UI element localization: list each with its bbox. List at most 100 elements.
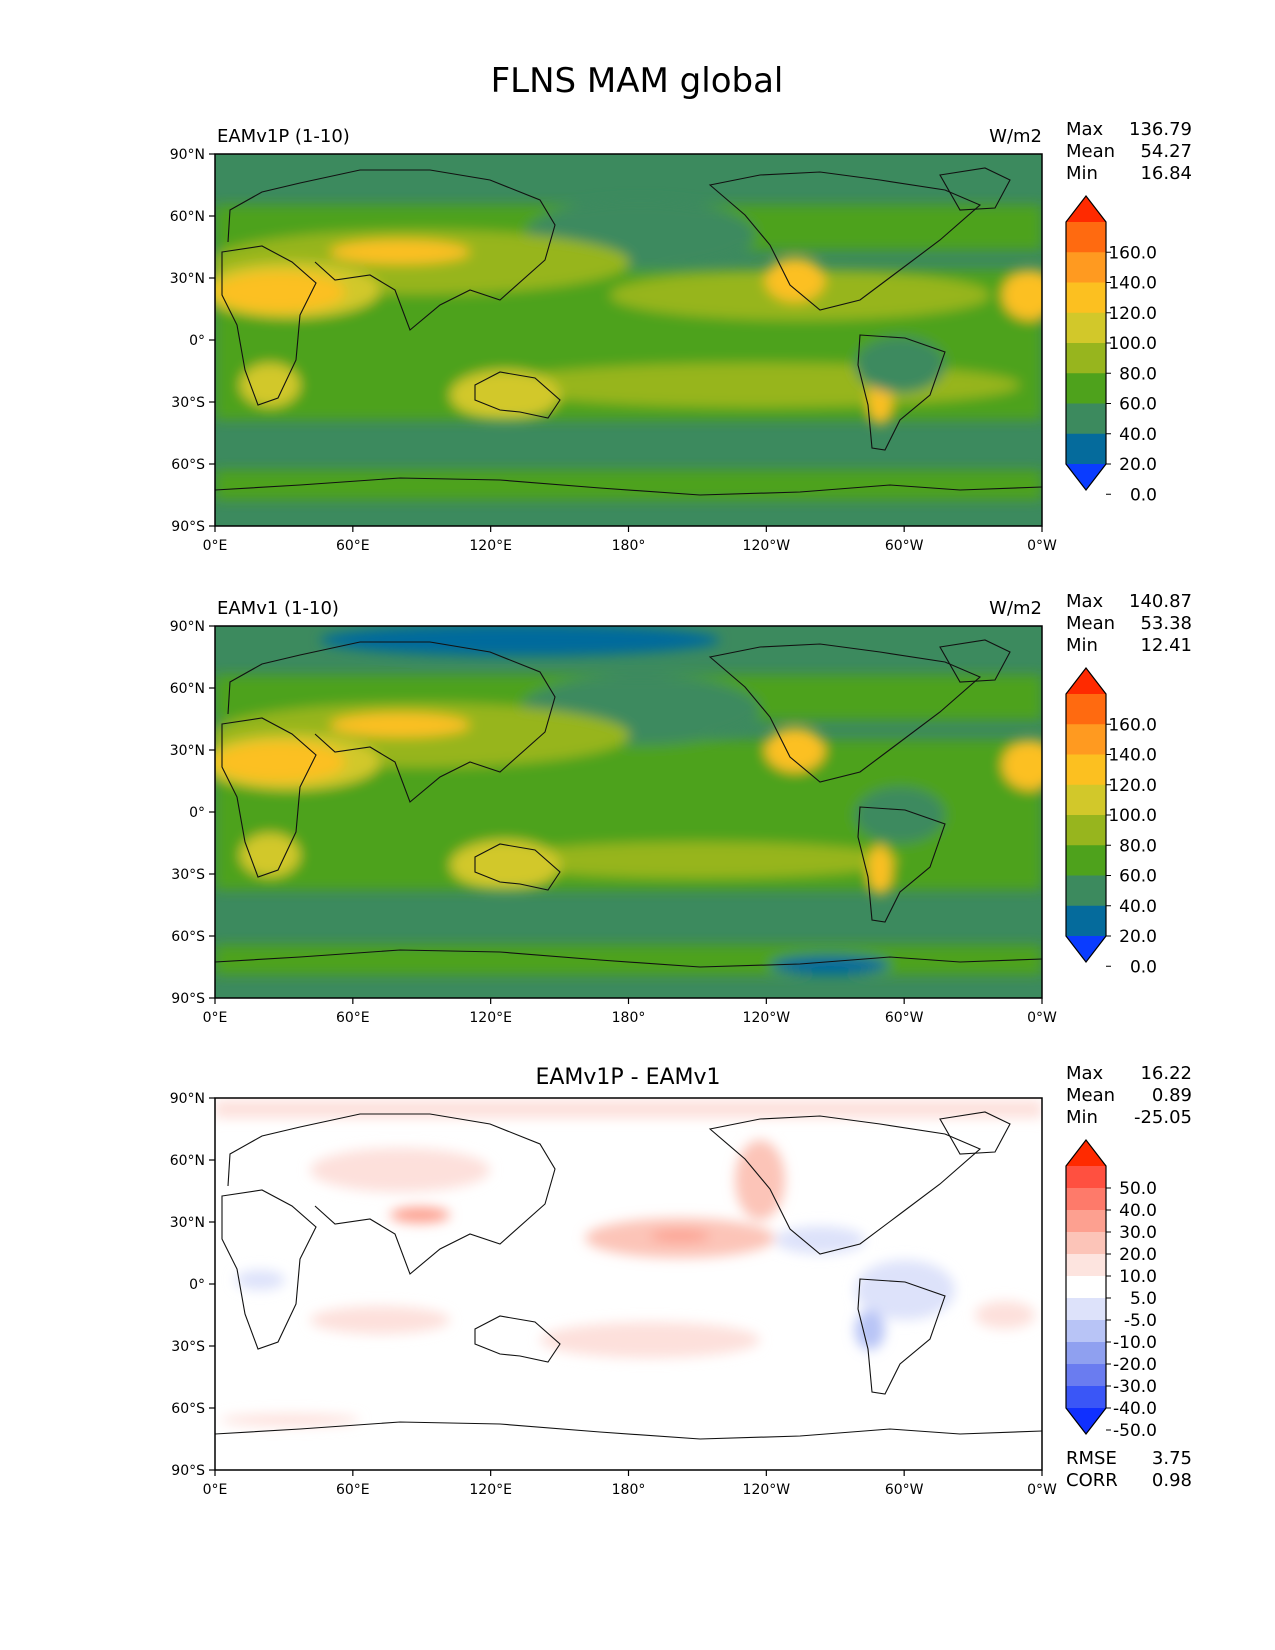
lon-tick-label: 60°E — [336, 1010, 370, 1026]
colorbar-segment — [1066, 1320, 1106, 1343]
colorbar-label: -10.0 — [1113, 1333, 1157, 1353]
colorbar-label: 40.0 — [1119, 425, 1157, 445]
coast-antarctica — [215, 1421, 1042, 1440]
colorbar-segment — [1066, 1254, 1106, 1277]
field-antarctic-cold — [770, 955, 890, 975]
lon-tick-label: 120°E — [469, 1482, 512, 1498]
field-band-south — [215, 470, 1042, 500]
colorbar-segment — [1066, 343, 1106, 374]
colorbar-label: 30.0 — [1119, 1223, 1157, 1243]
panel-units: W/m2 — [989, 598, 1042, 619]
coast-greenland — [939, 167, 1011, 211]
map-field — [215, 154, 1042, 526]
field-africa-neg — [235, 1270, 285, 1290]
lon-tick-label: 180° — [612, 1482, 646, 1498]
colorbar-segment — [1066, 222, 1106, 253]
field-australia — [450, 370, 560, 420]
lat-tick-label: 30°S — [171, 867, 205, 883]
colorbar-label: 100.0 — [1108, 806, 1157, 826]
figure-title: FLNS MAM global — [491, 61, 784, 101]
colorbar-label: -30.0 — [1113, 1377, 1157, 1397]
coast-greenland — [939, 1111, 1011, 1155]
coast-australia — [474, 1315, 561, 1363]
colorbar-label: 50.0 — [1119, 1179, 1157, 1199]
colorbar-segment — [1066, 815, 1106, 846]
panel-eamv1: EAMv1 (1-10) W/m2 Max 140.87 Mean 53.38 … — [170, 591, 1192, 1026]
coast-eurasia — [227, 641, 556, 803]
lon-tick-label: 0°E — [203, 538, 228, 554]
field-amazon-neg — [855, 1260, 955, 1320]
lon-tick-label: 60°E — [336, 1482, 370, 1498]
colorbar-label: -50.0 — [1113, 1421, 1157, 1441]
colorbar-label: 80.0 — [1119, 364, 1157, 384]
coast-north-america — [708, 1115, 982, 1255]
lat-tick-label: 60°S — [171, 929, 205, 945]
stats-block: Max 140.87 Mean 53.38 Min 12.41 — [1066, 591, 1192, 656]
colorbar-label: 5.0 — [1130, 1289, 1157, 1309]
stat-max-label: Max — [1066, 591, 1104, 612]
field-mexico-neg — [775, 1226, 865, 1254]
lon-tick-label: 120°W — [743, 1010, 791, 1026]
lon-tick-label: 180° — [612, 538, 646, 554]
lon-tick-label: 0°W — [1027, 1010, 1057, 1026]
rmse-value: 3.75 — [1152, 1448, 1192, 1469]
coast-eurasia — [227, 169, 556, 331]
lat-tick-label: 30°N — [170, 743, 205, 759]
colorbar-label: 140.0 — [1108, 274, 1157, 294]
lat-tick-label: 0° — [189, 1277, 205, 1293]
map-field — [215, 1098, 1042, 1470]
lat-tick-label: 90°N — [170, 619, 205, 635]
lat-tick-label: 30°N — [170, 271, 205, 287]
field-mexico — [765, 728, 825, 772]
map-axes: 90°N 60°N 30°N 0° 30°S 60°S 90°S 0°E 60°E 120°E 18… — [170, 147, 1057, 554]
map-field — [215, 626, 1042, 998]
coast-greenland — [939, 639, 1011, 683]
colorbar-label: -5.0 — [1124, 1311, 1157, 1331]
colorbar: 160.0 140.0 120.0 100.0 80.0 60.0 40.0 20.0 0.0 — [1065, 195, 1157, 505]
colorbar: 50.040.030.020.010.05.0-5.0-10.0-20.0-30… — [1065, 1139, 1157, 1441]
colorbar-segment — [1066, 845, 1106, 876]
lon-tick-label: 180° — [612, 1010, 646, 1026]
lat-tick-label: 90°N — [170, 1091, 205, 1107]
panel-title: EAMv1 (1-10) — [217, 598, 339, 619]
rmse-label: RMSE — [1066, 1448, 1117, 1469]
field-spac-pos — [540, 1322, 760, 1358]
lat-tick-label: 30°S — [171, 395, 205, 411]
colorbar-segment — [1066, 433, 1106, 465]
colorbar-extend-bottom — [1066, 1408, 1106, 1434]
corr-value: 0.98 — [1152, 1470, 1192, 1491]
lon-tick-label: 60°W — [885, 1010, 924, 1026]
stat-max-value: 140.87 — [1129, 591, 1192, 612]
lon-tick-label: 0°W — [1027, 538, 1057, 554]
colorbar-segment — [1066, 784, 1106, 816]
colorbar-segment — [1066, 282, 1106, 314]
colorbar-label: 0.0 — [1130, 957, 1157, 977]
map-axes: 90°N 60°N 30°N 0° 30°S 60°S 90°S 0°E 60°E 120°E 18… — [170, 1091, 1057, 1498]
colorbar-label: 120.0 — [1108, 304, 1157, 324]
field-sahara-hot — [215, 272, 345, 312]
field-indian-pos — [310, 1306, 450, 1334]
colorbar-label: 20.0 — [1119, 455, 1157, 475]
coast-antarctica — [215, 477, 1042, 496]
coast-africa — [221, 1189, 317, 1350]
stat-max-label: Max — [1066, 1063, 1104, 1084]
colorbar-label: -20.0 — [1113, 1355, 1157, 1375]
stat-mean-value: 54.27 — [1140, 141, 1192, 162]
colorbar-label: 60.0 — [1119, 395, 1157, 415]
colorbar-extend-bottom — [1066, 464, 1106, 490]
field-amazon — [855, 787, 945, 843]
colorbar-extend-bottom — [1066, 936, 1106, 962]
colorbar-extend-top — [1066, 1140, 1106, 1166]
colorbar-segment — [1066, 403, 1106, 435]
panel-title: EAMv1P - EAMv1 — [535, 1065, 720, 1090]
metrics-block: RMSE 3.75 CORR 0.98 — [1066, 1448, 1192, 1491]
stat-mean-value: 53.38 — [1140, 613, 1192, 634]
panel-units: W/m2 — [989, 126, 1042, 147]
field-spac-warm — [500, 842, 900, 878]
lat-tick-label: 90°N — [170, 147, 205, 163]
colorbar-segment — [1066, 875, 1106, 907]
colorbar-segment — [1066, 905, 1106, 937]
coast-south-america — [857, 334, 946, 451]
colorbar-label: 160.0 — [1108, 243, 1157, 263]
